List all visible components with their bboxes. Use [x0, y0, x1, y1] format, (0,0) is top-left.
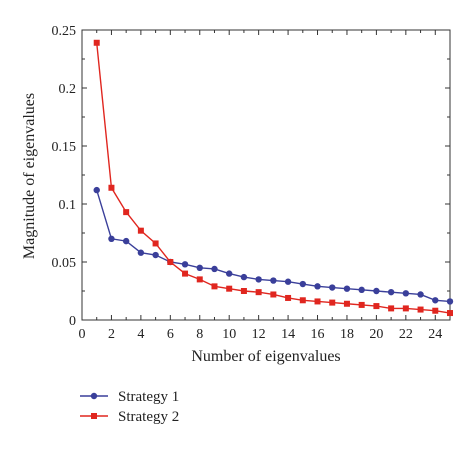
strategy-2-point [108, 184, 115, 191]
strategy-2-point [93, 39, 100, 46]
strategy-2-point [211, 283, 218, 290]
strategy-2-point [417, 306, 424, 313]
x-tick-label: 4 [137, 327, 144, 342]
strategy-1-point [299, 280, 306, 288]
strategy-1-point [358, 286, 365, 294]
strategy-2-point [373, 303, 380, 310]
strategy-2-point [358, 301, 365, 308]
strategy-1-point [446, 298, 454, 305]
strategy-2-point [255, 289, 262, 296]
strategy-1-point [402, 290, 410, 297]
x-tick-label: 10 [222, 327, 236, 342]
y-tick-label: 0.15 [52, 140, 77, 155]
y-tick-label: 0.2 [59, 82, 77, 97]
legend-strategy-2-marker [91, 413, 97, 419]
legend-strategy-1-label: Strategy 1 [118, 389, 179, 405]
strategy-2-point [196, 276, 203, 283]
x-tick-label: 24 [428, 327, 442, 342]
strategy-2-point [314, 298, 321, 305]
strategy-2-point [270, 291, 277, 298]
strategy-1-point [343, 285, 351, 292]
strategy-1-point [226, 270, 233, 277]
strategy-2-point [285, 294, 292, 301]
legend-strategy-1-marker [90, 392, 98, 400]
strategy-1-point [329, 284, 336, 291]
strategy-1-point [211, 265, 218, 273]
strategy-2-point [167, 259, 174, 265]
legend-strategy-2-label: Strategy 2 [118, 409, 179, 425]
x-tick-label: 2 [108, 327, 115, 342]
x-tick-label: 20 [369, 327, 383, 342]
strategy-1-point [108, 235, 115, 242]
strategy-2-point [137, 227, 144, 234]
strategy-1-point [417, 291, 424, 298]
strategy-2-point [402, 305, 409, 312]
legend: Strategy 1 Strategy 2 [80, 389, 179, 425]
strategy-1-point [387, 288, 395, 296]
y-axis-label: Magnitude of eigenvalues [21, 93, 38, 259]
y-tick-label: 0.05 [52, 256, 77, 271]
strategy-2-point [343, 300, 350, 307]
x-tick-label: 0 [79, 327, 86, 342]
strategy-1-point [196, 264, 203, 271]
x-axis-label: Number of eigenvalues [191, 348, 340, 365]
strategy-1-point [137, 249, 145, 256]
strategy-2-point [329, 299, 336, 306]
x-tick-label: 22 [399, 327, 413, 342]
strategy-1-point [152, 251, 159, 259]
strategy-1-point [181, 261, 189, 268]
x-tick-label: 14 [281, 327, 295, 342]
strategy-2-point [123, 209, 130, 216]
strategy-2-point [182, 270, 189, 277]
x-tick-label: 16 [311, 327, 325, 342]
strategy-2-point [388, 305, 395, 312]
strategy-1-point [284, 278, 292, 285]
y-tick-label: 0 [69, 314, 76, 329]
x-tick-label: 8 [196, 327, 203, 342]
strategy-1-point [255, 276, 262, 283]
strategy-1-point [240, 273, 248, 281]
strategy-1-line [96, 189, 451, 303]
strategy-1-point [314, 283, 321, 290]
strategy-1-point [270, 277, 277, 284]
plot-frame [81, 29, 451, 321]
strategy-2-point [240, 288, 247, 294]
strategy-1-point [373, 287, 380, 295]
x-tick-label: 6 [167, 327, 174, 342]
strategy-2-point [226, 285, 233, 292]
strategy-2-point [432, 307, 439, 314]
series-layer [93, 39, 454, 317]
strategy-2-point [152, 240, 159, 247]
strategy-2-point [447, 310, 453, 317]
strategy-2-line [96, 42, 451, 314]
strategy-1-point [93, 186, 100, 194]
x-tick-label: 18 [340, 327, 354, 342]
strategy-1-point [432, 297, 439, 304]
y-tick-label: 0.25 [52, 24, 77, 39]
strategy-1-point [122, 237, 130, 245]
strategy-2-point [299, 297, 306, 304]
y-tick-label: 0.1 [59, 198, 77, 213]
x-tick-label: 12 [252, 327, 266, 342]
